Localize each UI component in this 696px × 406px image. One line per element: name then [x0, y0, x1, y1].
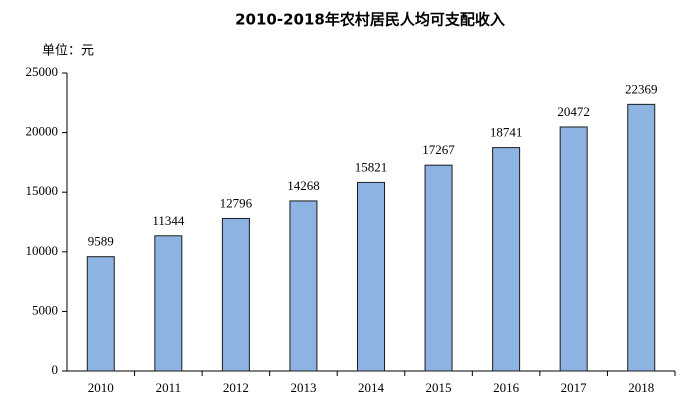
data-label: 22369: [625, 81, 658, 96]
x-tick-label: 2012: [223, 380, 249, 395]
y-tick-label: 10000: [26, 243, 59, 258]
data-label: 14268: [287, 178, 320, 193]
y-tick-label: 15000: [26, 183, 59, 198]
chart-title: 2010-2018年农村居民人均可支配收入: [235, 11, 505, 29]
x-tick-label: 2017: [561, 380, 588, 395]
x-tick-label: 2013: [290, 380, 316, 395]
x-tick-label: 2016: [493, 380, 520, 395]
bar: [357, 181, 385, 372]
bar: [424, 164, 453, 372]
bar: [154, 235, 183, 372]
bar: [492, 147, 521, 372]
bar: [221, 217, 250, 372]
unit-label: 单位：元: [42, 44, 94, 59]
data-label: 12796: [220, 195, 253, 210]
bar: [559, 126, 588, 372]
x-tick-label: 2011: [156, 380, 182, 395]
data-label: 11344: [152, 213, 185, 228]
y-tick-label: 25000: [26, 64, 59, 79]
bar: [86, 256, 115, 372]
y-tick-label: 20000: [26, 124, 59, 139]
data-label: 15821: [355, 159, 388, 174]
data-label: 17267: [422, 142, 455, 157]
data-label: 20472: [557, 104, 590, 119]
y-tick-label: 5000: [32, 302, 58, 317]
x-tick-label: 2014: [358, 380, 385, 395]
data-label: 18741: [490, 125, 523, 140]
x-tick-label: 2010: [88, 380, 114, 395]
bar: [627, 103, 656, 372]
bar: [289, 200, 318, 372]
data-label: 9589: [88, 234, 114, 249]
x-tick-label: 2015: [426, 380, 452, 395]
x-tick-label: 2018: [628, 380, 654, 395]
y-tick-label: 0: [52, 362, 59, 377]
